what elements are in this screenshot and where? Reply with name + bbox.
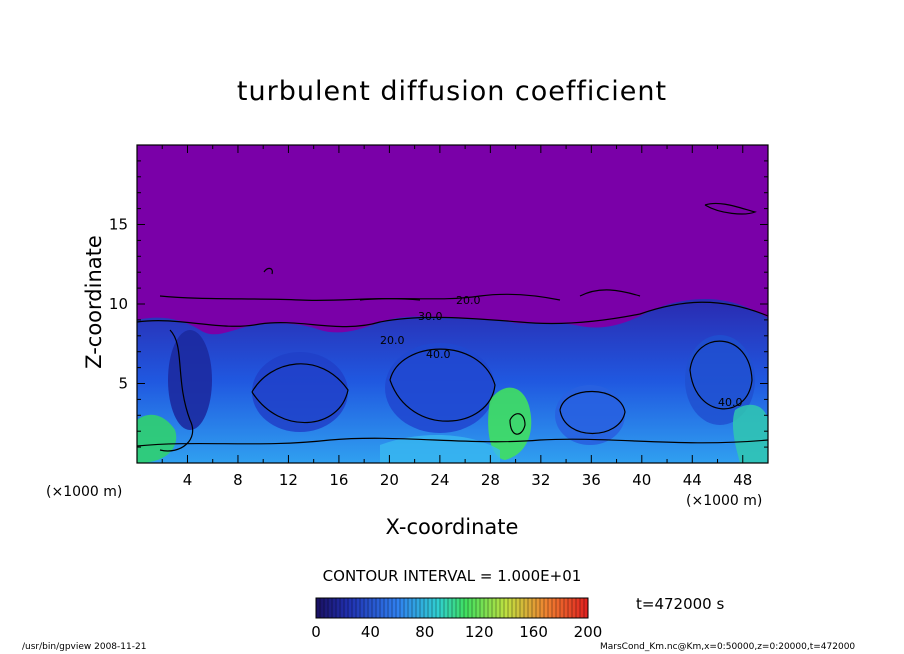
contour-label: 40.0	[718, 396, 743, 409]
green-region	[732, 404, 768, 463]
eddy	[168, 330, 212, 430]
contour-label: 30.0	[418, 310, 443, 323]
x-tick-label: 48	[733, 471, 752, 489]
y-axis-title: Z-coordinate	[82, 235, 106, 369]
contour-label: 20.0	[380, 334, 405, 347]
eddy	[685, 335, 755, 425]
contour-line	[509, 413, 526, 435]
footer-source: MarsCond_Km.nc@Km,x=0:50000,z=0:20000,t=…	[600, 642, 856, 652]
x-tick-label: 44	[683, 471, 702, 489]
contour-line	[137, 301, 768, 328]
x-tick-label: 28	[481, 471, 500, 489]
x-tick-label: 40	[632, 471, 651, 489]
cyan-region	[380, 434, 500, 463]
x-axis-title: X-coordinate	[385, 515, 519, 539]
colorbar-tick-label: 40	[361, 623, 380, 641]
x-unit-label-right: (×1000 m)	[686, 493, 763, 509]
contour-label: 20.0	[456, 294, 481, 307]
contour-line	[359, 293, 561, 301]
y-tick-label: 15	[109, 216, 128, 234]
x-tick-label: 20	[380, 471, 399, 489]
y-tick-label: 10	[109, 295, 128, 313]
x-tick-label: 8	[233, 471, 243, 489]
contour-line	[579, 289, 641, 297]
x-axis: 4 8 12 16 20 24 28 32 36 40 44 48	[136, 145, 769, 489]
y-axis: 5 10 15	[109, 144, 768, 464]
y-tick-label: 5	[118, 375, 128, 393]
contour-line	[689, 340, 753, 410]
colorbar	[315, 597, 589, 619]
contour-line	[159, 329, 194, 452]
contour-line	[251, 363, 349, 424]
contour-field: 20.0 30.0 40.0 20.0 40.0	[137, 145, 768, 463]
x-tick-label: 4	[183, 471, 193, 489]
chart-title: turbulent diffusion coefficient	[236, 76, 668, 107]
colorbar-tick-label: 0	[311, 623, 321, 641]
colorbar-tick-label: 80	[415, 623, 434, 641]
colorbar-ticks: 0 40 80 120 160 200	[311, 623, 602, 641]
colorbar-tick-label: 160	[519, 623, 548, 641]
contour-line	[137, 437, 768, 447]
contour-line	[263, 267, 273, 275]
contour-interval-label: CONTOUR INTERVAL = 1.000E+01	[322, 567, 582, 585]
x-tick-label: 12	[279, 471, 298, 489]
contour-line	[389, 348, 496, 422]
eddy	[555, 385, 625, 445]
eddy	[252, 352, 348, 432]
time-label: t=472000 s	[636, 595, 725, 613]
colorbar-tick-label: 120	[465, 623, 494, 641]
x-tick-label: 16	[329, 471, 348, 489]
x-tick-label: 32	[531, 471, 550, 489]
footer-command: /usr/bin/gpview 2008-11-21	[22, 642, 147, 652]
x-unit-label-left: (×1000 m)	[46, 484, 123, 500]
contour-line	[559, 390, 626, 434]
x-tick-label: 24	[430, 471, 449, 489]
x-tick-label: 36	[582, 471, 601, 489]
colorbar-stripes	[319, 598, 585, 618]
contour-line	[704, 202, 757, 215]
colorbar-tick-label: 200	[574, 623, 603, 641]
contour-label: 40.0	[426, 348, 451, 361]
